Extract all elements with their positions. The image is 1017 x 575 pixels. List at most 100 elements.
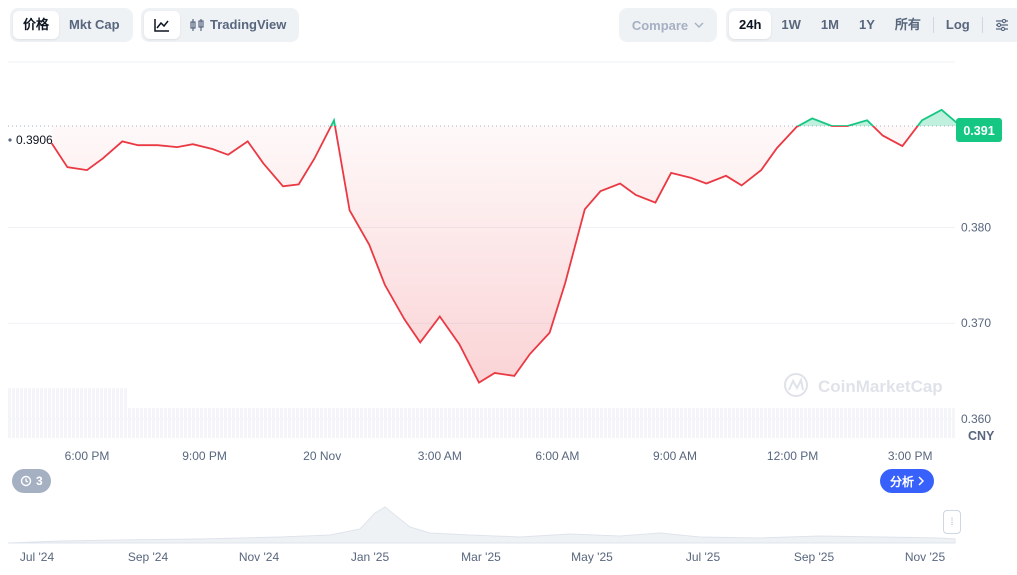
volume-bar bbox=[724, 408, 727, 438]
tab-price[interactable]: 价格 bbox=[13, 11, 60, 39]
volume-bar bbox=[744, 408, 747, 438]
volume-bar bbox=[940, 408, 943, 438]
navigator-handle[interactable]: ⁞ bbox=[943, 510, 961, 534]
sliders-icon bbox=[995, 19, 1008, 31]
range-1m[interactable]: 1M bbox=[820, 17, 839, 32]
volume-bar bbox=[204, 408, 207, 438]
volume-bar bbox=[56, 388, 59, 438]
volume-bar bbox=[140, 408, 143, 438]
chart-settings-button[interactable] bbox=[985, 11, 1017, 39]
volume-bar bbox=[444, 408, 447, 438]
volume-bar bbox=[244, 408, 247, 438]
volume-bar bbox=[788, 408, 791, 438]
range-1y[interactable]: 1Y bbox=[858, 17, 875, 32]
range-24h[interactable]: 24h bbox=[729, 11, 772, 39]
volume-bar bbox=[452, 408, 455, 438]
volume-bar bbox=[312, 408, 315, 438]
volume-bar bbox=[460, 408, 463, 438]
volume-bar bbox=[288, 408, 291, 438]
volume-bar bbox=[308, 408, 311, 438]
coinmarketcap-logo-icon bbox=[784, 373, 808, 397]
volume-bar bbox=[476, 408, 479, 438]
volume-bar bbox=[172, 408, 175, 438]
volume-bar bbox=[124, 388, 127, 438]
volume-bar bbox=[868, 408, 871, 438]
volume-bar bbox=[532, 408, 535, 438]
volume-bar bbox=[148, 408, 151, 438]
currency-label: CNY bbox=[968, 429, 995, 443]
watermark-text: CoinMarketCap bbox=[818, 377, 943, 396]
volume-bar bbox=[276, 408, 279, 438]
volume-bar bbox=[796, 408, 799, 438]
volume-bar bbox=[840, 408, 843, 438]
volume-bar bbox=[480, 408, 483, 438]
navigator-month-labels: Jul '24 Sep '24 Nov '24 Jan '25 Mar '25 May '… bbox=[20, 550, 946, 564]
volume-bar bbox=[324, 408, 327, 438]
volume-bar bbox=[192, 408, 195, 438]
volume-bar bbox=[792, 408, 795, 438]
range-all[interactable]: 所有 bbox=[894, 17, 921, 32]
volume-bar bbox=[580, 408, 583, 438]
volume-bar bbox=[820, 408, 823, 438]
volume-bar bbox=[432, 408, 435, 438]
volume-bar bbox=[632, 408, 635, 438]
compare-dropdown[interactable]: Compare bbox=[619, 8, 717, 42]
volume-bar bbox=[456, 408, 459, 438]
volume-bar bbox=[292, 408, 295, 438]
annotations-badge[interactable]: 3 bbox=[12, 469, 51, 493]
volume-bar bbox=[880, 408, 883, 438]
volume-bar bbox=[612, 408, 615, 438]
volume-bar bbox=[928, 408, 931, 438]
volume-bar bbox=[540, 408, 543, 438]
tradingview-button[interactable]: TradingView bbox=[180, 11, 296, 39]
toolbar-divider bbox=[981, 17, 983, 33]
volume-bar bbox=[808, 408, 811, 438]
volume-bar bbox=[236, 408, 239, 438]
volume-bar bbox=[152, 408, 155, 438]
volume-bar bbox=[936, 408, 939, 438]
volume-bars bbox=[8, 388, 955, 438]
volume-bar bbox=[848, 408, 851, 438]
volume-bar bbox=[200, 408, 203, 438]
volume-bar bbox=[20, 388, 23, 438]
volume-bar bbox=[888, 408, 891, 438]
volume-bar bbox=[436, 408, 439, 438]
volume-bar bbox=[712, 408, 715, 438]
volume-bar bbox=[384, 408, 387, 438]
range-1w[interactable]: 1W bbox=[781, 17, 801, 32]
volume-bar bbox=[176, 408, 179, 438]
volume-bar bbox=[484, 408, 487, 438]
volume-bar bbox=[448, 408, 451, 438]
volume-bar bbox=[716, 408, 719, 438]
volume-bar bbox=[412, 408, 415, 438]
volume-bar bbox=[784, 408, 787, 438]
volume-bar bbox=[492, 408, 495, 438]
volume-bar bbox=[704, 408, 707, 438]
analyze-button[interactable]: 分析 bbox=[880, 469, 935, 493]
volume-bar bbox=[616, 408, 619, 438]
volume-bar bbox=[592, 408, 595, 438]
volume-bar bbox=[588, 408, 591, 438]
tab-market-cap[interactable]: Mkt Cap bbox=[69, 17, 120, 32]
volume-bar bbox=[464, 408, 467, 438]
volume-bar bbox=[240, 408, 243, 438]
volume-bar bbox=[644, 408, 647, 438]
volume-bar bbox=[872, 408, 875, 438]
navigator-month-label: Jul '25 bbox=[686, 550, 721, 564]
range-navigator[interactable]: Jul '24 Sep '24 Nov '24 Jan '25 Mar '25 May '… bbox=[7, 506, 956, 564]
volume-bar bbox=[764, 408, 767, 438]
volume-bar bbox=[316, 408, 319, 438]
line-chart-button[interactable] bbox=[144, 11, 180, 39]
log-scale-button[interactable]: Log bbox=[945, 17, 970, 32]
volume-bar bbox=[824, 408, 827, 438]
volume-bar bbox=[64, 388, 67, 438]
volume-bar bbox=[368, 408, 371, 438]
volume-bar bbox=[504, 408, 507, 438]
chevron-right-icon bbox=[918, 476, 925, 486]
volume-bar bbox=[100, 388, 103, 438]
volume-bar bbox=[256, 408, 259, 438]
volume-bar bbox=[584, 408, 587, 438]
volume-bar bbox=[48, 388, 51, 438]
volume-bar bbox=[180, 408, 183, 438]
volume-bar bbox=[472, 408, 475, 438]
